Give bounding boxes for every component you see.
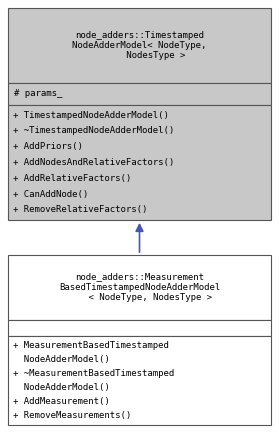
Bar bbox=[8, 336, 271, 425]
Text: + CanAddNode(): + CanAddNode() bbox=[13, 190, 88, 198]
Bar bbox=[8, 83, 271, 105]
Text: node_adders::Measurement
BasedTimestampedNodeAdderModel
    < NodeType, NodesTyp: node_adders::Measurement BasedTimestampe… bbox=[59, 273, 220, 302]
Text: + AddPriors(): + AddPriors() bbox=[13, 142, 83, 151]
Text: # params_: # params_ bbox=[14, 90, 62, 98]
Bar bbox=[8, 8, 271, 83]
Text: + RemoveMeasurements(): + RemoveMeasurements() bbox=[13, 411, 131, 420]
Text: + ~MeasurementBasedTimestamped: + ~MeasurementBasedTimestamped bbox=[13, 369, 174, 378]
Bar bbox=[8, 320, 271, 336]
Text: + AddRelativeFactors(): + AddRelativeFactors() bbox=[13, 174, 131, 183]
Bar bbox=[8, 105, 271, 220]
Text: + AddMeasurement(): + AddMeasurement() bbox=[13, 397, 110, 406]
Text: NodeAdderModel(): NodeAdderModel() bbox=[13, 383, 110, 392]
Text: + AddNodesAndRelativeFactors(): + AddNodesAndRelativeFactors() bbox=[13, 158, 174, 167]
Text: NodeAdderModel(): NodeAdderModel() bbox=[13, 355, 110, 364]
Text: + ~TimestampedNodeAdderModel(): + ~TimestampedNodeAdderModel() bbox=[13, 126, 174, 136]
Text: node_adders::Timestamped
NodeAdderModel< NodeType,
      NodesType >: node_adders::Timestamped NodeAdderModel<… bbox=[72, 31, 207, 60]
Text: + MeasurementBasedTimestamped: + MeasurementBasedTimestamped bbox=[13, 341, 169, 350]
Text: + RemoveRelativeFactors(): + RemoveRelativeFactors() bbox=[13, 205, 147, 214]
Text: + TimestampedNodeAdderModel(): + TimestampedNodeAdderModel() bbox=[13, 111, 169, 120]
Bar bbox=[8, 255, 271, 320]
